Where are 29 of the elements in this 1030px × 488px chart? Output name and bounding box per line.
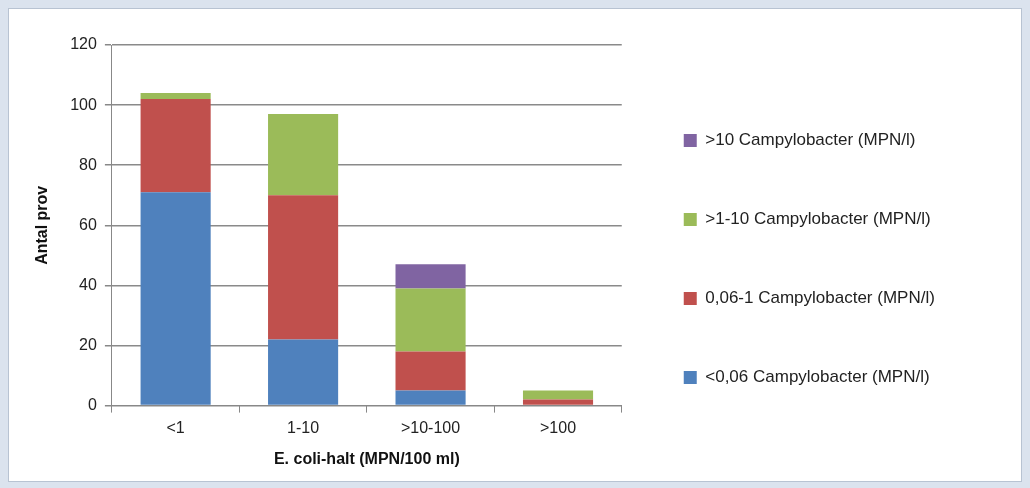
y-tick-label: 100 — [70, 95, 97, 113]
y-tick-label: 80 — [79, 155, 97, 173]
bar — [395, 288, 466, 352]
bar — [395, 351, 466, 391]
bar — [395, 390, 466, 405]
y-tick-label: 60 — [79, 215, 97, 233]
y-tick-label: 40 — [79, 275, 97, 293]
bar — [268, 339, 339, 405]
y-tick-label: 120 — [70, 35, 97, 53]
y-tick-label: 0 — [87, 396, 97, 414]
legend-label: >1-10 Campylobacter (MPN/l) — [705, 209, 931, 229]
bar — [140, 93, 211, 100]
y-axis-title: Antal prov — [33, 185, 51, 265]
bar — [522, 399, 594, 405]
bar — [140, 192, 211, 405]
legend-label: >10 Campylobacter (MPN/l) — [705, 130, 916, 150]
legend-label: <0,06 Campylobacter (MPN/l) — [705, 367, 930, 387]
x-tick-label: >100 — [539, 418, 577, 436]
x-tick-label: >10-100 — [400, 418, 461, 436]
bar — [522, 390, 594, 400]
x-tick-label: 1-10 — [287, 418, 320, 436]
bar — [268, 195, 339, 340]
bar — [140, 99, 211, 193]
y-tick-label: 20 — [79, 335, 97, 353]
bar — [268, 114, 339, 196]
x-axis-title: E. coli-halt (MPN/100 ml) — [273, 449, 460, 467]
legend-label: 0,06-1 Campylobacter (MPN/l) — [705, 288, 935, 308]
x-tick-label: <1 — [166, 418, 185, 436]
bar — [395, 264, 466, 289]
